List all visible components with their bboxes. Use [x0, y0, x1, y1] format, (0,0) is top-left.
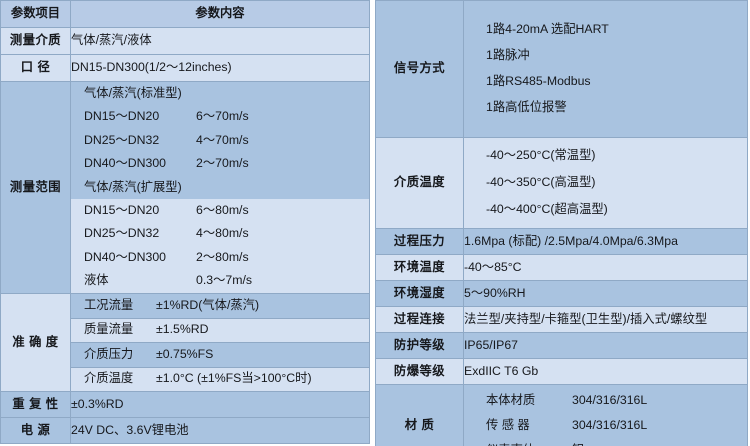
list-item: 工况流量 ±1%RD(气体/蒸汽): [71, 294, 369, 319]
list-item: 液体 0.3～7m/s: [71, 269, 369, 293]
row-value-process-pressure: 1.6Mpa (标配) /2.5Mpa/4.0Mpa/6.3Mpa: [463, 228, 748, 255]
list-item: 气体/蒸汽(扩展型): [71, 175, 369, 200]
list-item: 1路RS485-Modbus: [486, 74, 591, 88]
row-value-measuring-range: 气体/蒸汽(标准型) DN15～DN20 6～70m/s DN25～DN32 4～7…: [70, 81, 370, 294]
table-row: 防护等级 IP65/IP67: [375, 332, 748, 359]
row-label-material: 材 质: [375, 384, 464, 446]
list-item: 介质压力 ±0.75%FS: [71, 343, 369, 368]
row-label-medium: 测量介质: [0, 27, 71, 55]
row-label-signal-output: 信号方式: [375, 0, 464, 138]
table-row-accuracy: 准 确 度 工况流量 ±1%RD(气体/蒸汽) 质量流量 ±1.5%RD 介质压力 ±…: [0, 293, 370, 392]
list-item: 介质温度 ±1.0°C (±1%FS当>100°C时): [71, 367, 369, 391]
table-row: 口 径 DN15-DN300(1/2～12inches): [0, 54, 370, 82]
list-item: 质量流量 ±1.5%RD: [71, 318, 369, 343]
row-label-process-connection: 过程连接: [375, 306, 464, 333]
row-label-accuracy: 准 确 度: [0, 293, 71, 392]
row-label-power: 电 源: [0, 417, 71, 444]
measuring-range-list: 气体/蒸汽(标准型) DN15～DN20 6～70m/s DN25～DN32 4～7…: [71, 82, 369, 293]
list-item: 1路4-20mA 选配HART: [486, 22, 609, 37]
table-row-medium-temp: 介质温度 -40～250°C(常温型) -40～350°C(高温型) -40～4…: [375, 137, 748, 229]
list-item: DN25～DN32 4～80m/s: [71, 222, 369, 247]
table-row-signal: 信号方式 1路4-20mA 选配HART 1路脉冲 1路RS485-Modbus…: [375, 0, 748, 138]
list-item: DN15～DN20 6～80m/s: [71, 199, 369, 223]
table-row: 过程连接 法兰型/夹持型/卡箍型(卫生型)/插入式/螺纹型: [375, 306, 748, 333]
list-item: 仪表壳体铝: [464, 443, 747, 446]
header-param-item: 参数项目: [0, 0, 71, 28]
table-row-range: 测量范围 气体/蒸汽(标准型) DN15～DN20 6～70m/s DN25～DN…: [0, 81, 370, 294]
table-row: 测量介质 气体/蒸汽/液体: [0, 27, 370, 55]
left-spec-table: 参数项目 参数内容 测量介质 气体/蒸汽/液体 口 径 DN15-DN300(1…: [0, 0, 370, 444]
row-label-repeatability: 重 复 性: [0, 391, 71, 418]
table-row: 电 源 24V DC、3.6V锂电池: [0, 417, 370, 444]
row-label-measuring-range: 测量范围: [0, 81, 71, 294]
row-value-repeatability: ±0.3%RD: [70, 391, 370, 418]
row-label-medium-temperature: 介质温度: [375, 137, 464, 229]
list-item: -40～250°C(常温型): [486, 148, 596, 163]
list-item: 传 感 器 304/316/316L: [486, 418, 648, 433]
table-row: 环境湿度 5～90%RH: [375, 280, 748, 307]
row-value-ambient-humidity: 5～90%RH: [463, 280, 748, 307]
row-value-explosion-proof-class: ExdIIC T6 Gb: [463, 358, 748, 385]
list-item: 本体材质 304/316/316L: [486, 393, 648, 408]
row-label-protection-class: 防护等级: [375, 332, 464, 359]
row-value-process-connection: 法兰型/夹持型/卡箍型(卫生型)/插入式/螺纹型: [463, 306, 748, 333]
row-value-ambient-temperature: -40～85°C: [463, 254, 748, 281]
right-spec-table: 信号方式 1路4-20mA 选配HART 1路脉冲 1路RS485-Modbus…: [375, 0, 748, 446]
table-row: 环境温度 -40～85°C: [375, 254, 748, 281]
table-row: 过程压力 1.6Mpa (标配) /2.5Mpa/4.0Mpa/6.3Mpa: [375, 228, 748, 255]
list-item: -40～350°C(高温型): [486, 175, 596, 190]
row-label-ambient-temperature: 环境温度: [375, 254, 464, 281]
row-value-power: 24V DC、3.6V锂电池: [70, 417, 370, 444]
list-item: DN40～DN300 2～70m/s: [71, 152, 369, 176]
row-value-diameter: DN15-DN300(1/2～12inches): [70, 54, 370, 82]
row-label-ambient-humidity: 环境湿度: [375, 280, 464, 307]
list-item: 气体/蒸汽(标准型): [71, 82, 369, 106]
row-label-diameter: 口 径: [0, 54, 71, 82]
table-row: 防爆等级 ExdIIC T6 Gb: [375, 358, 748, 385]
row-value-accuracy: 工况流量 ±1%RD(气体/蒸汽) 质量流量 ±1.5%RD 介质压力 ±0.75%F…: [70, 293, 370, 392]
accuracy-list: 工况流量 ±1%RD(气体/蒸汽) 质量流量 ±1.5%RD 介质压力 ±0.75%F…: [71, 294, 369, 391]
list-item: 1路脉冲: [486, 48, 530, 63]
row-value-medium-temperature: -40～250°C(常温型) -40～350°C(高温型) -40～400°C(…: [463, 137, 748, 229]
list-item: DN15～DN20 6～70m/s: [71, 105, 369, 129]
signal-output-list: 1路4-20mA 选配HART 1路脉冲 1路RS485-Modbus 1路高低…: [464, 1, 747, 137]
header-param-content: 参数内容: [70, 0, 370, 28]
list-item: DN40～DN300 2～80m/s: [71, 246, 369, 270]
list-item: DN25～DN32 4～70m/s: [71, 128, 369, 153]
row-label-process-pressure: 过程压力: [375, 228, 464, 255]
medium-temperature-list: -40～250°C(常温型) -40～350°C(高温型) -40～400°C(…: [464, 138, 747, 228]
row-value-medium: 气体/蒸汽/液体: [70, 27, 370, 55]
list-item: 1路高低位报警: [486, 99, 567, 114]
table-row: 重 复 性 ±0.3%RD: [0, 391, 370, 418]
row-label-explosion-proof-class: 防爆等级: [375, 358, 464, 385]
table-header-row: 参数项目 参数内容: [0, 0, 370, 28]
row-value-signal-output: 1路4-20mA 选配HART 1路脉冲 1路RS485-Modbus 1路高低…: [463, 0, 748, 138]
row-value-protection-class: IP65/IP67: [463, 332, 748, 359]
list-item: -40～400°C(超高温型): [486, 201, 608, 216]
